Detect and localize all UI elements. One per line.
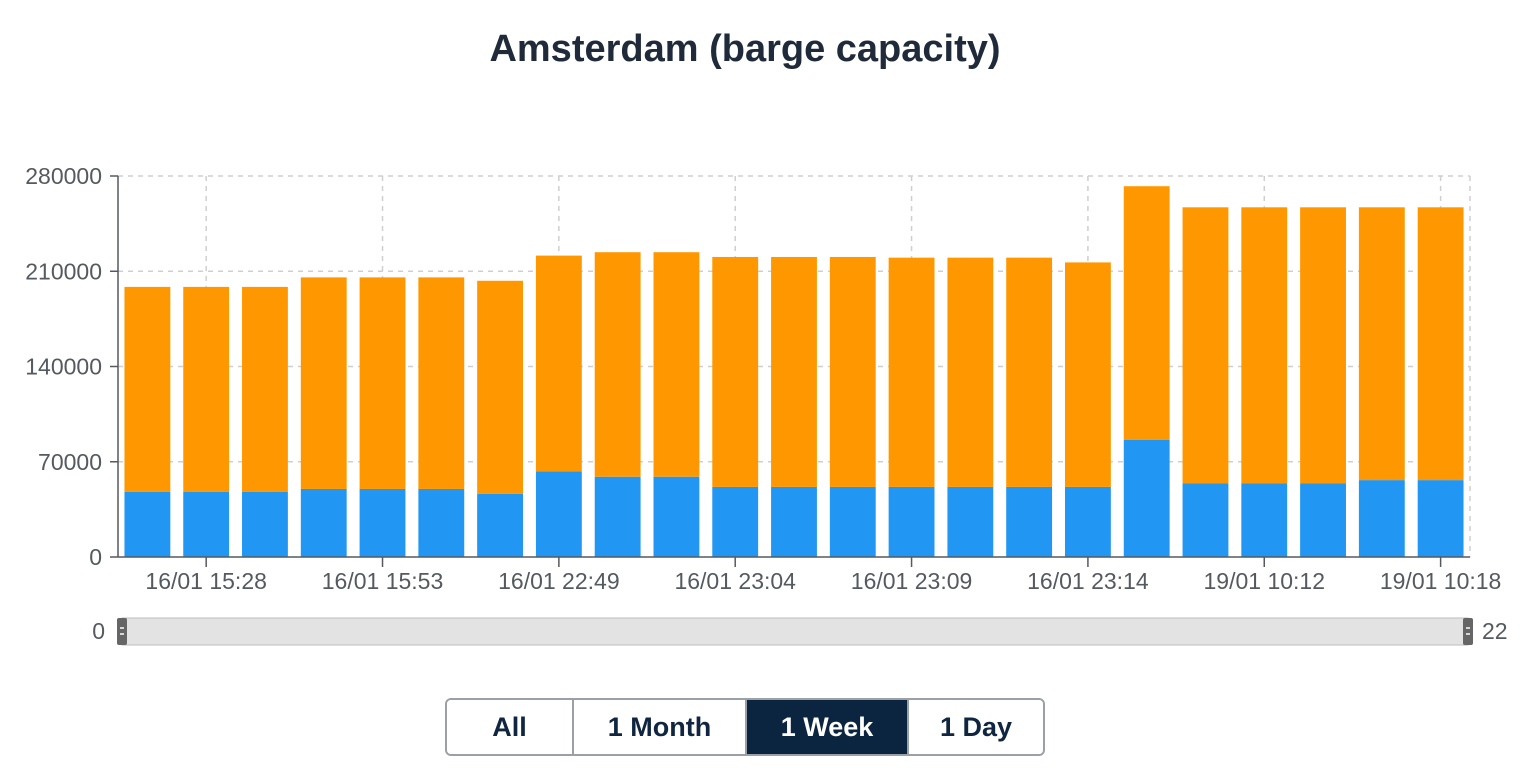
bar-segment-0	[1006, 486, 1053, 557]
bar-segment-1	[242, 286, 288, 492]
bar-segment-0	[1241, 483, 1288, 557]
bars-layer	[124, 186, 1464, 557]
bar-segment-1	[771, 256, 817, 487]
bar-segment-0	[947, 486, 994, 557]
range-navigator[interactable]: 0 22	[92, 617, 1508, 646]
x-tick-label: 16/01 22:49	[498, 568, 620, 594]
bar-segment-0	[594, 476, 641, 557]
bar-segment-0	[477, 493, 524, 557]
bar-segment-0	[653, 476, 700, 557]
x-tick-label: 16/01 15:53	[322, 568, 444, 594]
bar-segment-1	[1358, 207, 1405, 481]
bar-segment-1	[712, 256, 759, 487]
bar-segment-1	[1064, 262, 1111, 487]
navigator-max-label: 22	[1482, 618, 1508, 644]
chart-plot: 0 70000 140000 210000 280000 16/01 15:28 16/01…	[25, 163, 1508, 646]
bar-segment-1	[947, 257, 994, 487]
navigator-right-handle[interactable]	[1463, 618, 1473, 645]
bar-segment-1	[359, 277, 406, 489]
bar-segment-0	[888, 486, 935, 557]
bar-segment-1	[1006, 257, 1053, 487]
bar-segment-1	[535, 255, 582, 472]
y-tick-label: 280000	[25, 163, 102, 189]
navigator-left-handle[interactable]	[117, 618, 127, 645]
x-tick-label: 16/01 23:04	[674, 568, 796, 594]
bar-segment-0	[1182, 483, 1229, 557]
bar-segment-0	[712, 486, 759, 557]
bar-segment-1	[1300, 207, 1346, 484]
bar-segment-0	[829, 486, 876, 557]
range-button-1-day[interactable]: 1 Day	[909, 700, 1043, 754]
bar-segment-0	[183, 491, 230, 557]
bar-segment-1	[124, 286, 171, 492]
bar-segment-1	[1182, 207, 1229, 484]
bar-segment-0	[242, 491, 288, 557]
y-tick-label: 0	[89, 544, 102, 570]
axes-layer: 0 70000 140000 210000 280000 16/01 15:28 16/01…	[25, 163, 1501, 594]
y-tick-label: 140000	[25, 354, 102, 380]
bar-segment-0	[418, 488, 465, 557]
bar-segment-1	[477, 280, 524, 494]
bar-segment-1	[653, 252, 700, 477]
bar-segment-0	[1417, 480, 1464, 557]
bar-segment-0	[1064, 486, 1111, 557]
bar-segment-1	[183, 286, 230, 492]
bar-segment-0	[1300, 483, 1346, 557]
bar-segment-1	[1417, 207, 1464, 481]
bar-segment-1	[1241, 207, 1288, 484]
x-tick-label: 16/01 23:09	[851, 568, 973, 594]
bar-segment-0	[124, 491, 171, 557]
range-button-all[interactable]: All	[447, 700, 574, 754]
bar-segment-0	[771, 486, 817, 557]
bar-segment-1	[300, 277, 347, 489]
bar-segment-0	[535, 471, 582, 557]
x-tick-label: 19/01 10:12	[1204, 568, 1326, 594]
x-tick-label: 19/01 10:18	[1380, 568, 1502, 594]
y-tick-label: 70000	[38, 449, 102, 475]
navigator-min-label: 0	[92, 618, 105, 644]
bar-segment-1	[829, 256, 876, 487]
range-button-1-month[interactable]: 1 Month	[574, 700, 747, 754]
navigator-track[interactable]	[121, 617, 1469, 646]
bar-segment-1	[418, 277, 465, 489]
bar-segment-0	[1358, 480, 1405, 557]
x-tick-label: 16/01 15:28	[145, 568, 267, 594]
bar-segment-0	[300, 488, 347, 557]
range-selector: All 1 Month 1 Week 1 Day	[445, 698, 1045, 756]
bar-segment-1	[888, 257, 935, 487]
bar-segment-1	[594, 252, 641, 477]
y-tick-label: 210000	[25, 258, 102, 284]
bar-segment-0	[359, 488, 406, 557]
range-button-1-week[interactable]: 1 Week	[747, 700, 909, 754]
x-tick-label: 16/01 23:14	[1027, 568, 1149, 594]
bar-segment-1	[1123, 186, 1170, 440]
bar-segment-0	[1123, 439, 1170, 557]
chart-title: Amsterdam (barge capacity)	[489, 28, 1001, 70]
